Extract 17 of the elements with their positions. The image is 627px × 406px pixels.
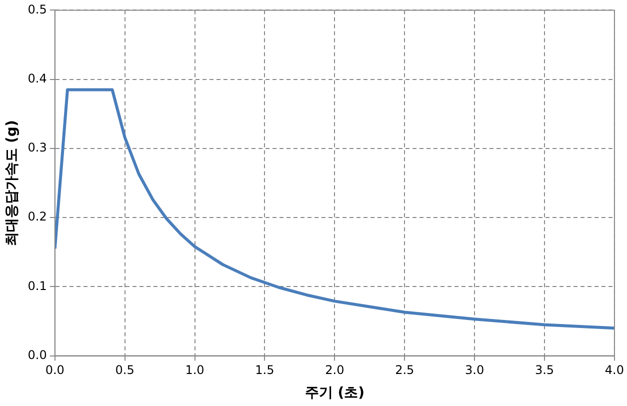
x-tick-label: 3.5 xyxy=(534,363,554,378)
x-tick-label: 2.0 xyxy=(325,363,344,378)
y-tick-label: 0.3 xyxy=(28,140,47,155)
y-axis-title: 최대응답가속도 (g) xyxy=(4,120,20,246)
x-tick-label: 2.5 xyxy=(395,363,414,378)
x-tick-label: 0.5 xyxy=(115,363,134,378)
y-tick-label: 0.5 xyxy=(28,2,47,16)
x-tick-label: 3.0 xyxy=(465,363,484,378)
y-tick-label: 0.0 xyxy=(28,348,47,362)
x-axis-title: 주기 (초) xyxy=(304,385,365,402)
y-tick-label: 0.4 xyxy=(28,71,47,86)
y-tick-label: 0.1 xyxy=(28,278,47,293)
x-tick-label: 1.5 xyxy=(255,363,274,378)
y-tick-label: 0.2 xyxy=(28,210,47,224)
x-tick-label: 0.0 xyxy=(45,363,64,378)
x-tick-label: 4.0 xyxy=(604,363,624,378)
x-tick-label: 1.0 xyxy=(185,363,204,378)
